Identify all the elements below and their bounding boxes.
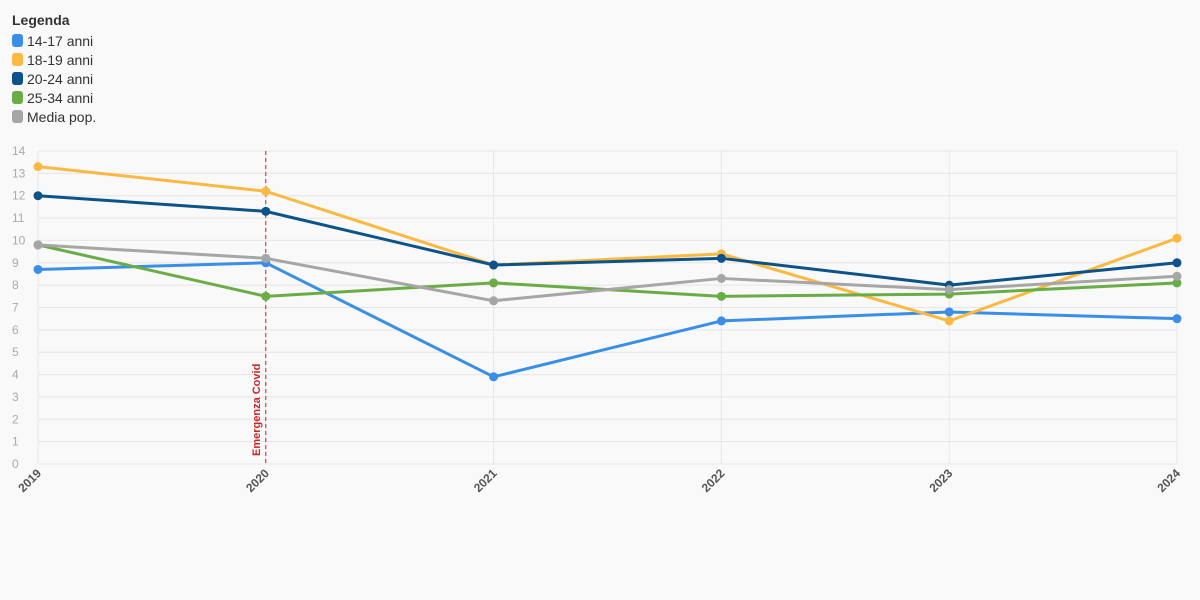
legend-swatch <box>12 91 23 104</box>
data-point <box>1172 258 1182 268</box>
data-point <box>33 191 43 201</box>
x-tick-label: 2023 <box>927 466 956 495</box>
y-tick-label: 3 <box>12 390 19 404</box>
data-point <box>489 260 499 270</box>
legend-item[interactable]: 25-34 anni <box>12 88 96 107</box>
data-point <box>944 285 954 295</box>
y-tick-label: 8 <box>12 278 19 292</box>
legend-item[interactable]: 18-19 anni <box>12 50 96 69</box>
data-point <box>1172 271 1182 281</box>
series-line <box>36 165 1179 323</box>
legend-item[interactable]: 20-24 anni <box>12 69 96 88</box>
data-point <box>944 316 954 326</box>
legend-item[interactable]: Media pop. <box>12 107 96 126</box>
legend-label: Media pop. <box>27 108 97 125</box>
y-tick-label: 13 <box>12 166 26 180</box>
data-point <box>1172 278 1182 288</box>
data-point <box>261 291 271 301</box>
y-tick-label: 4 <box>12 368 19 382</box>
y-tick-label: 5 <box>12 345 19 359</box>
data-point <box>944 307 954 317</box>
series-line <box>36 261 1179 379</box>
data-point <box>261 253 271 263</box>
data-point <box>489 278 499 288</box>
legend-title: Legenda <box>12 12 70 28</box>
legend-swatch <box>12 110 23 123</box>
data-point <box>33 264 43 274</box>
legend-swatch <box>12 34 23 47</box>
data-point <box>33 162 43 172</box>
y-tick-label: 6 <box>12 323 19 337</box>
annotation-label: Emergenza Covid <box>251 364 263 456</box>
legend-label: 20-24 anni <box>27 70 94 87</box>
x-tick-label: 2020 <box>243 466 272 495</box>
data-point <box>716 316 726 326</box>
y-tick-label: 1 <box>12 435 19 449</box>
legend-swatch <box>12 53 23 66</box>
legend-items: 14-17 anni 18-19 anni 20-24 anni 25-34 anni… <box>12 31 96 126</box>
legend-label: 14-17 anni <box>27 32 94 49</box>
x-tick-label: 2021 <box>471 466 500 495</box>
data-point <box>716 253 726 263</box>
data-point <box>261 206 271 216</box>
y-tick-label: 12 <box>12 189 26 203</box>
y-tick-label: 14 <box>12 144 26 158</box>
data-point <box>1172 233 1182 243</box>
legend-item[interactable]: 14-17 anni <box>12 31 96 50</box>
y-tick-label: 11 <box>12 211 25 225</box>
y-tick-label: 10 <box>12 233 26 247</box>
legend-label: 25-34 anni <box>27 89 94 106</box>
x-tick-label: 2024 <box>1154 466 1183 495</box>
data-point <box>489 372 499 382</box>
x-tick-label: 2019 <box>15 466 44 495</box>
y-tick-label: 9 <box>12 256 19 270</box>
legend: Legenda 14-17 anni 18-19 anni 20-24 anni 25… <box>12 12 96 126</box>
data-point <box>489 296 499 306</box>
data-point <box>261 186 271 196</box>
y-tick-label: 2 <box>12 412 19 426</box>
x-tick-label: 2022 <box>699 466 728 495</box>
data-point <box>716 291 726 301</box>
series-line <box>36 194 1179 287</box>
y-tick-label: 7 <box>12 301 19 315</box>
data-point <box>716 273 726 283</box>
data-point <box>33 240 43 250</box>
data-point <box>1172 314 1182 324</box>
legend-swatch <box>12 72 23 85</box>
series-line <box>36 243 1179 303</box>
legend-label: 18-19 anni <box>27 51 94 68</box>
y-tick-label: 0 <box>12 457 19 471</box>
